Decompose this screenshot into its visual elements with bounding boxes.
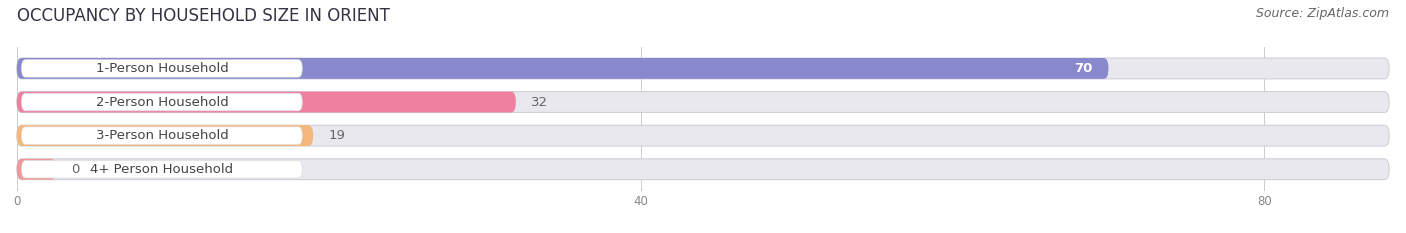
Text: 0: 0 xyxy=(72,163,80,176)
FancyBboxPatch shape xyxy=(17,159,1389,180)
FancyBboxPatch shape xyxy=(17,92,1389,113)
Text: 70: 70 xyxy=(1074,62,1092,75)
FancyBboxPatch shape xyxy=(21,127,302,144)
Text: 32: 32 xyxy=(531,96,548,109)
FancyBboxPatch shape xyxy=(17,92,516,113)
FancyBboxPatch shape xyxy=(21,161,302,178)
FancyBboxPatch shape xyxy=(21,93,302,111)
Text: Source: ZipAtlas.com: Source: ZipAtlas.com xyxy=(1256,7,1389,20)
Text: 3-Person Household: 3-Person Household xyxy=(96,129,228,142)
Text: 4+ Person Household: 4+ Person Household xyxy=(90,163,233,176)
Text: OCCUPANCY BY HOUSEHOLD SIZE IN ORIENT: OCCUPANCY BY HOUSEHOLD SIZE IN ORIENT xyxy=(17,7,389,25)
FancyBboxPatch shape xyxy=(17,125,314,146)
FancyBboxPatch shape xyxy=(17,125,1389,146)
FancyBboxPatch shape xyxy=(17,159,56,180)
Text: 1-Person Household: 1-Person Household xyxy=(96,62,228,75)
Text: 19: 19 xyxy=(329,129,346,142)
FancyBboxPatch shape xyxy=(21,60,302,77)
FancyBboxPatch shape xyxy=(17,58,1389,79)
Text: 2-Person Household: 2-Person Household xyxy=(96,96,228,109)
FancyBboxPatch shape xyxy=(17,58,1108,79)
